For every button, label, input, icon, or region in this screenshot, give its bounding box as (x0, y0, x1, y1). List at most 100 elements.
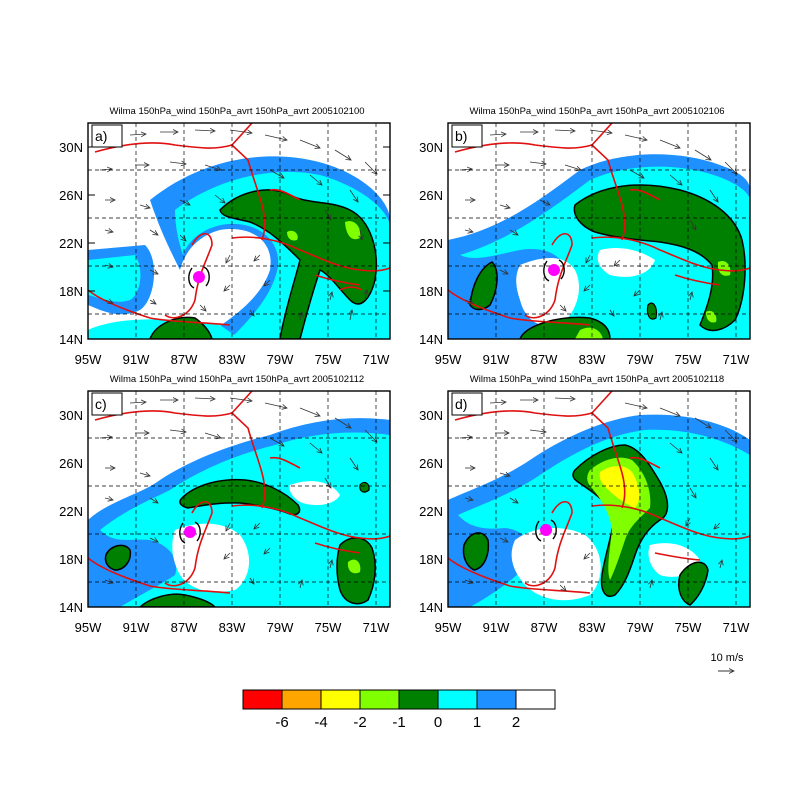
vorticity-fill-west-negative (469, 261, 498, 311)
reference-vector: 10 m/s (710, 652, 744, 671)
panel-b-frame (447, 122, 751, 340)
vorticity-fill-strong (287, 230, 298, 241)
colorbar-label: -2 (353, 714, 366, 731)
colorbar-box (359, 689, 400, 710)
lon-tick-label: 71W (723, 620, 750, 635)
lat-tick-label: 22N (419, 236, 443, 251)
lat-tick-label: 14N (419, 600, 443, 615)
lon-tick-label: 71W (723, 352, 750, 367)
lat-tick-label: 14N (419, 332, 443, 347)
panel-c-label: c) (95, 396, 107, 412)
panel-d-label: d) (455, 396, 467, 412)
lon-tick-label: 75W (315, 352, 342, 367)
lon-tick-label: 79W (267, 352, 294, 367)
lon-tick-label: 95W (435, 352, 462, 367)
lon-tick-label: 95W (435, 620, 462, 635)
wind-vectors (99, 398, 377, 589)
vorticity-fill-strong (575, 327, 603, 339)
lon-tick-label: 91W (483, 352, 510, 367)
lat-tick-label: 18N (59, 284, 83, 299)
grid-lines (88, 391, 390, 607)
lat-tick-label: 14N (59, 600, 83, 615)
panel-d: Wilma 150hPa_wind 150hPa_avrt 150hPa_avr… (419, 374, 751, 635)
storm-marker (535, 519, 557, 542)
reference-vector-label: 10 m/s (710, 652, 744, 664)
grid-lines (88, 123, 390, 339)
lon-tick-label: 75W (675, 620, 702, 635)
vorticity-fill-negative (219, 189, 377, 339)
panel-d-title: Wilma 150hPa_wind 150hPa_avrt 150hPa_avr… (470, 374, 724, 385)
colorbar-box (281, 689, 322, 710)
vorticity-fill-strong (611, 528, 621, 547)
vorticity-fill-clear (597, 248, 655, 277)
panel-b-title: Wilma 150hPa_wind 150hPa_avrt 150hPa_avr… (469, 106, 724, 117)
vorticity-fill-strong (717, 260, 731, 276)
lon-tick-label: 71W (363, 620, 390, 635)
panel-c-frame (87, 390, 391, 608)
lat-tick-label: 26N (59, 456, 83, 471)
lat-tick-label: 26N (419, 456, 443, 471)
colorbar-label: -1 (392, 714, 405, 731)
lat-tick-label: 14N (59, 332, 83, 347)
vorticity-fill-negative (678, 561, 709, 606)
panel-b-label: b) (455, 128, 467, 144)
vorticity-fill-stronger (599, 466, 640, 508)
lon-tick-label: 71W (363, 352, 390, 367)
lon-tick-label: 95W (75, 352, 102, 367)
colorbar-label: 0 (434, 714, 442, 731)
colorbar: -6 -4 -2 -1 0 1 2 (242, 689, 556, 731)
lon-tick-label: 95W (75, 620, 102, 635)
lat-tick-label: 30N (419, 140, 443, 155)
lon-tick-label: 79W (267, 620, 294, 635)
lat-tick-label: 30N (419, 408, 443, 423)
vorticity-fill-south-negative (138, 593, 217, 607)
lon-tick-label: 75W (315, 620, 342, 635)
lon-tick-label: 83W (219, 352, 246, 367)
lon-tick-label: 79W (627, 620, 654, 635)
grid-lines (448, 123, 750, 339)
grid-lines (448, 391, 750, 607)
panel-a-frame (87, 122, 391, 340)
lat-tick-label: 22N (59, 504, 83, 519)
storm-marker (543, 259, 565, 282)
colorbar-box (242, 689, 283, 710)
vorticity-fill-west-negative (462, 532, 490, 571)
lon-tick-label: 87W (171, 352, 198, 367)
colorbar-label: -6 (275, 714, 288, 731)
panel-a: Wilma 150hPa_wind 150hPa_avrt 150hPa_avr… (59, 106, 391, 367)
lon-tick-label: 87W (531, 620, 558, 635)
lat-tick-label: 18N (59, 552, 83, 567)
vorticity-fill-west-low (88, 255, 141, 302)
lat-tick-label: 30N (59, 140, 83, 155)
panel-d-frame (447, 390, 751, 608)
panel-c-title: Wilma 150hPa_wind 150hPa_avrt 150hPa_avr… (110, 374, 364, 385)
panel-c: Wilma 150hPa_wind 150hPa_avrt 150hPa_avr… (59, 374, 391, 635)
panel-a-title: Wilma 150hPa_wind 150hPa_avrt 150hPa_avr… (109, 106, 364, 117)
lat-tick-label: 18N (419, 552, 443, 567)
lon-tick-label: 83W (579, 620, 606, 635)
lon-tick-label: 83W (579, 352, 606, 367)
lon-tick-label: 87W (171, 620, 198, 635)
wind-vectors (459, 130, 737, 321)
lat-tick-label: 18N (419, 284, 443, 299)
lat-tick-label: 22N (59, 236, 83, 251)
lat-tick-label: 26N (59, 188, 83, 203)
colorbar-boxes (242, 689, 556, 710)
vorticity-fill-strong (345, 221, 361, 240)
lat-tick-label: 30N (59, 408, 83, 423)
colorbar-box (515, 689, 556, 710)
panel-a-label: a) (95, 128, 107, 144)
colorbar-box (476, 689, 517, 710)
storm-marker (188, 266, 210, 289)
lon-tick-label: 91W (123, 352, 150, 367)
lon-tick-label: 83W (219, 620, 246, 635)
panel-b: Wilma 150hPa_wind 150hPa_avrt 150hPa_avr… (419, 106, 751, 367)
lon-tick-label: 91W (483, 620, 510, 635)
colorbar-box (437, 689, 478, 710)
lon-tick-label: 91W (123, 620, 150, 635)
vorticity-fill-negative (646, 302, 657, 320)
panel-a-lat-ticks (88, 146, 390, 292)
lon-tick-label: 79W (627, 352, 654, 367)
vorticity-fill-low (100, 432, 390, 607)
